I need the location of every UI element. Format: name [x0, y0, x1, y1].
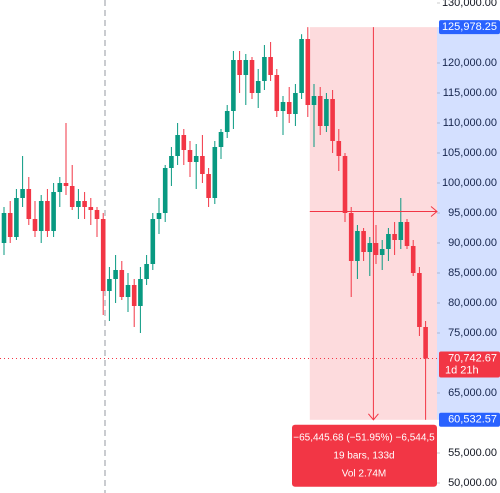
candle-body: [336, 140, 342, 156]
price-countdown: 1d 21h: [445, 364, 479, 376]
candle-body: [107, 278, 112, 291]
candle-body: [423, 326, 428, 359]
y-tick-label: 130,000.00: [442, 0, 497, 9]
candle-body: [324, 98, 329, 126]
measure-info: −65,445.68 (−51.95%) −6,544,5: [293, 432, 435, 443]
candle-body: [237, 59, 242, 75]
y-tick-label: 100,000.00: [442, 177, 497, 189]
candle-body: [342, 155, 348, 213]
measure-info: 19 bars, 133d: [333, 450, 394, 461]
y-tick-label: 65,000.00: [448, 387, 497, 399]
y-tick-label: 80,000.00: [448, 297, 497, 309]
candle-body: [410, 245, 416, 273]
y-tick-label: 75,000.00: [448, 327, 497, 339]
candle-body: [274, 74, 280, 111]
y-tick-label: 85,000.00: [448, 267, 497, 279]
candle-body: [262, 56, 267, 81]
candle-body: [231, 59, 236, 111]
candle-body: [187, 149, 193, 162]
candle-body: [218, 131, 224, 147]
candle-body: [51, 191, 56, 231]
candle-body: [286, 101, 292, 114]
candle-body: [361, 230, 366, 252]
candle-body: [45, 200, 50, 231]
candle-body: [243, 59, 249, 75]
candle-body: [212, 146, 218, 198]
candle-body: [379, 248, 385, 255]
candle-body: [330, 98, 335, 141]
price-label: 70,742.67: [448, 352, 497, 364]
candle-body: [417, 272, 422, 327]
candle-body: [20, 188, 25, 198]
candle-body: [311, 95, 317, 105]
candle-body: [1, 212, 7, 243]
candle-body: [255, 80, 261, 93]
y-tick-label: 105,000.00: [442, 147, 497, 159]
price-label-bg: [439, 351, 500, 378]
candle-body: [305, 38, 311, 105]
candle-body: [94, 209, 100, 219]
price-label: 60,532.57: [448, 414, 497, 426]
price-label-bg: [439, 20, 500, 35]
candle-body: [131, 284, 137, 306]
candle-body: [348, 212, 354, 261]
candle-body: [386, 233, 391, 249]
candle-body: [373, 242, 379, 255]
candle-body: [268, 56, 273, 75]
candle-body: [76, 200, 81, 207]
candle-body: [156, 212, 162, 219]
candle-body: [200, 155, 205, 174]
candle-body: [224, 110, 230, 132]
candle-body: [175, 134, 180, 156]
measure-arrowhead: [430, 206, 438, 217]
candle-body: [181, 134, 187, 150]
candle-body: [355, 230, 360, 261]
candle-body: [32, 218, 38, 231]
candle-body: [38, 200, 44, 231]
candle-body: [88, 206, 94, 210]
candle-body: [144, 263, 149, 279]
candle-body: [249, 59, 255, 93]
candle-body: [206, 173, 211, 198]
candle-body: [280, 101, 286, 111]
measure-info: Vol 2.74M: [342, 468, 386, 479]
candle-body: [125, 284, 131, 297]
candle-body: [14, 197, 19, 237]
price-label-bg: [439, 412, 500, 427]
candle-body: [7, 212, 13, 237]
measure-info-bg: [292, 424, 437, 487]
candle-body: [293, 92, 298, 114]
candle-body: [69, 185, 75, 207]
candle-body: [119, 269, 125, 297]
y-tick-label: 55,000.00: [448, 447, 497, 459]
candle-body: [82, 200, 87, 207]
y-tick-label: 90,000.00: [448, 237, 497, 249]
candle-body: [398, 221, 404, 240]
candle-body: [113, 269, 118, 279]
candle-body: [150, 218, 156, 264]
measure-arrowhead: [368, 413, 379, 421]
candle-body: [100, 218, 106, 291]
candle-body: [169, 155, 174, 168]
candle-body: [317, 95, 323, 126]
candle-body: [367, 242, 373, 252]
candle-body: [404, 221, 410, 246]
candle-body: [138, 278, 143, 306]
candle-body: [392, 233, 397, 240]
candle-body: [162, 167, 168, 213]
y-tick-label: 50,000.00: [448, 477, 497, 489]
candle-body: [57, 182, 63, 192]
y-tick-label: 110,000.00: [443, 117, 497, 129]
y-tick-label: 95,000.00: [448, 207, 497, 219]
candle-body: [299, 38, 304, 93]
y-tick-label: 120,000.00: [442, 57, 497, 69]
candle-body: [63, 182, 69, 186]
candle-body: [26, 188, 32, 219]
price-label: 125,978.25: [442, 21, 497, 33]
candle-body: [193, 155, 199, 162]
y-tick-label: 115,000.00: [443, 87, 497, 99]
